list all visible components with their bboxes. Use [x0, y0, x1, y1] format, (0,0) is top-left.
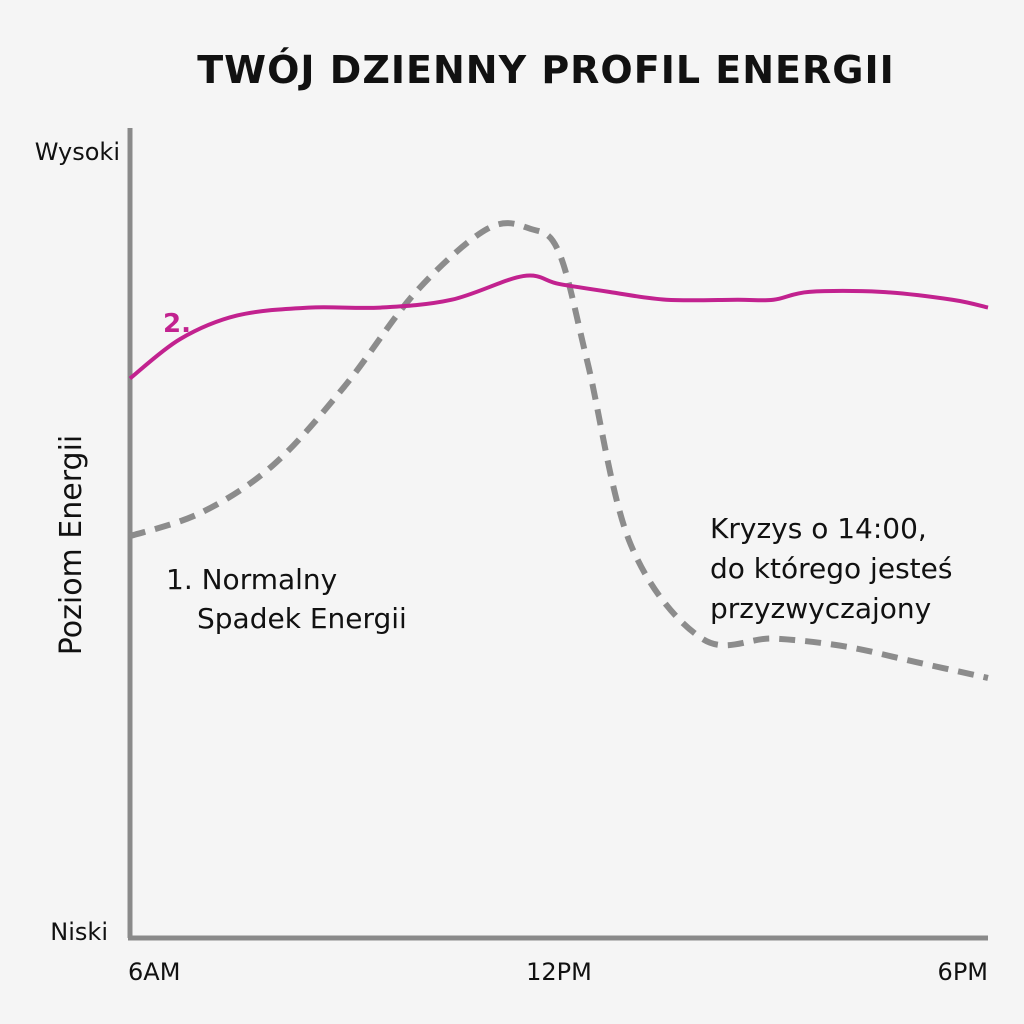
annotation-crash-line: Kryzys o 14:00, [710, 512, 927, 545]
y-tick-low: Niski [50, 918, 108, 946]
series-2-label: 2. [163, 309, 191, 339]
annotation-crash-line: do którego jesteś [710, 552, 952, 585]
x-tick-label: 6AM [128, 958, 180, 986]
chart-title: TWÓJ DZIENNY PROFIL ENERGII [197, 48, 895, 92]
y-tick-high: Wysoki [35, 138, 120, 166]
annotation-crash-line: przyzwyczajony [710, 592, 931, 625]
annotation-normal-dip-line: 1. Normalny [166, 563, 337, 596]
series-layer [128, 220, 989, 681]
series-normal-dip-line [129, 220, 989, 681]
x-tick-label: 12PM [526, 958, 592, 986]
text-layer: Wysoki Niski 6AM 12PM 6PM Poziom Energii 2. 1. … [35, 138, 988, 986]
series-2-line [128, 273, 989, 381]
y-axis-label: Poziom Energii [54, 435, 89, 656]
annotation-normal-dip-line: Spadek Energii [197, 602, 407, 635]
x-tick-label: 6PM [938, 958, 988, 986]
